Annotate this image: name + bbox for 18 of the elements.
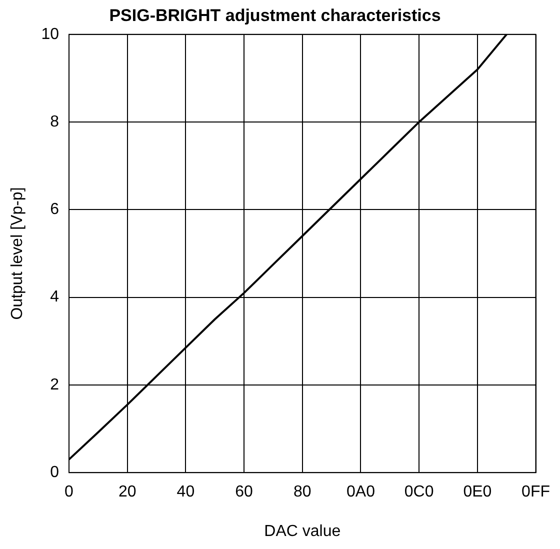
y-tick-label: 6 [50, 201, 60, 218]
y-tick-label: 4 [50, 288, 60, 306]
y-tick-label: 2 [50, 376, 60, 394]
x-tick-label: 0C0 [404, 484, 434, 501]
y-axis-title: Output level [Vp-p] [9, 187, 26, 320]
x-tick-label: 40 [176, 484, 195, 501]
y-tick-label: 10 [41, 26, 60, 43]
x-tick-label: 0FF [522, 484, 550, 501]
chart-title: PSIG-BRIGHT adjustment characteristics [109, 6, 441, 25]
x-axis-title: DAC value [264, 522, 341, 540]
y-tick-label: 0 [50, 464, 60, 482]
x-tick-label: 60 [235, 484, 254, 501]
x-tick-label: 0 [64, 484, 74, 501]
x-tick-label: 80 [293, 484, 312, 501]
x-tick-label: 0E0 [463, 484, 492, 501]
x-tick-label: 0A0 [346, 484, 376, 501]
x-tick-label: 20 [118, 484, 136, 501]
y-tick-label: 8 [50, 113, 60, 130]
